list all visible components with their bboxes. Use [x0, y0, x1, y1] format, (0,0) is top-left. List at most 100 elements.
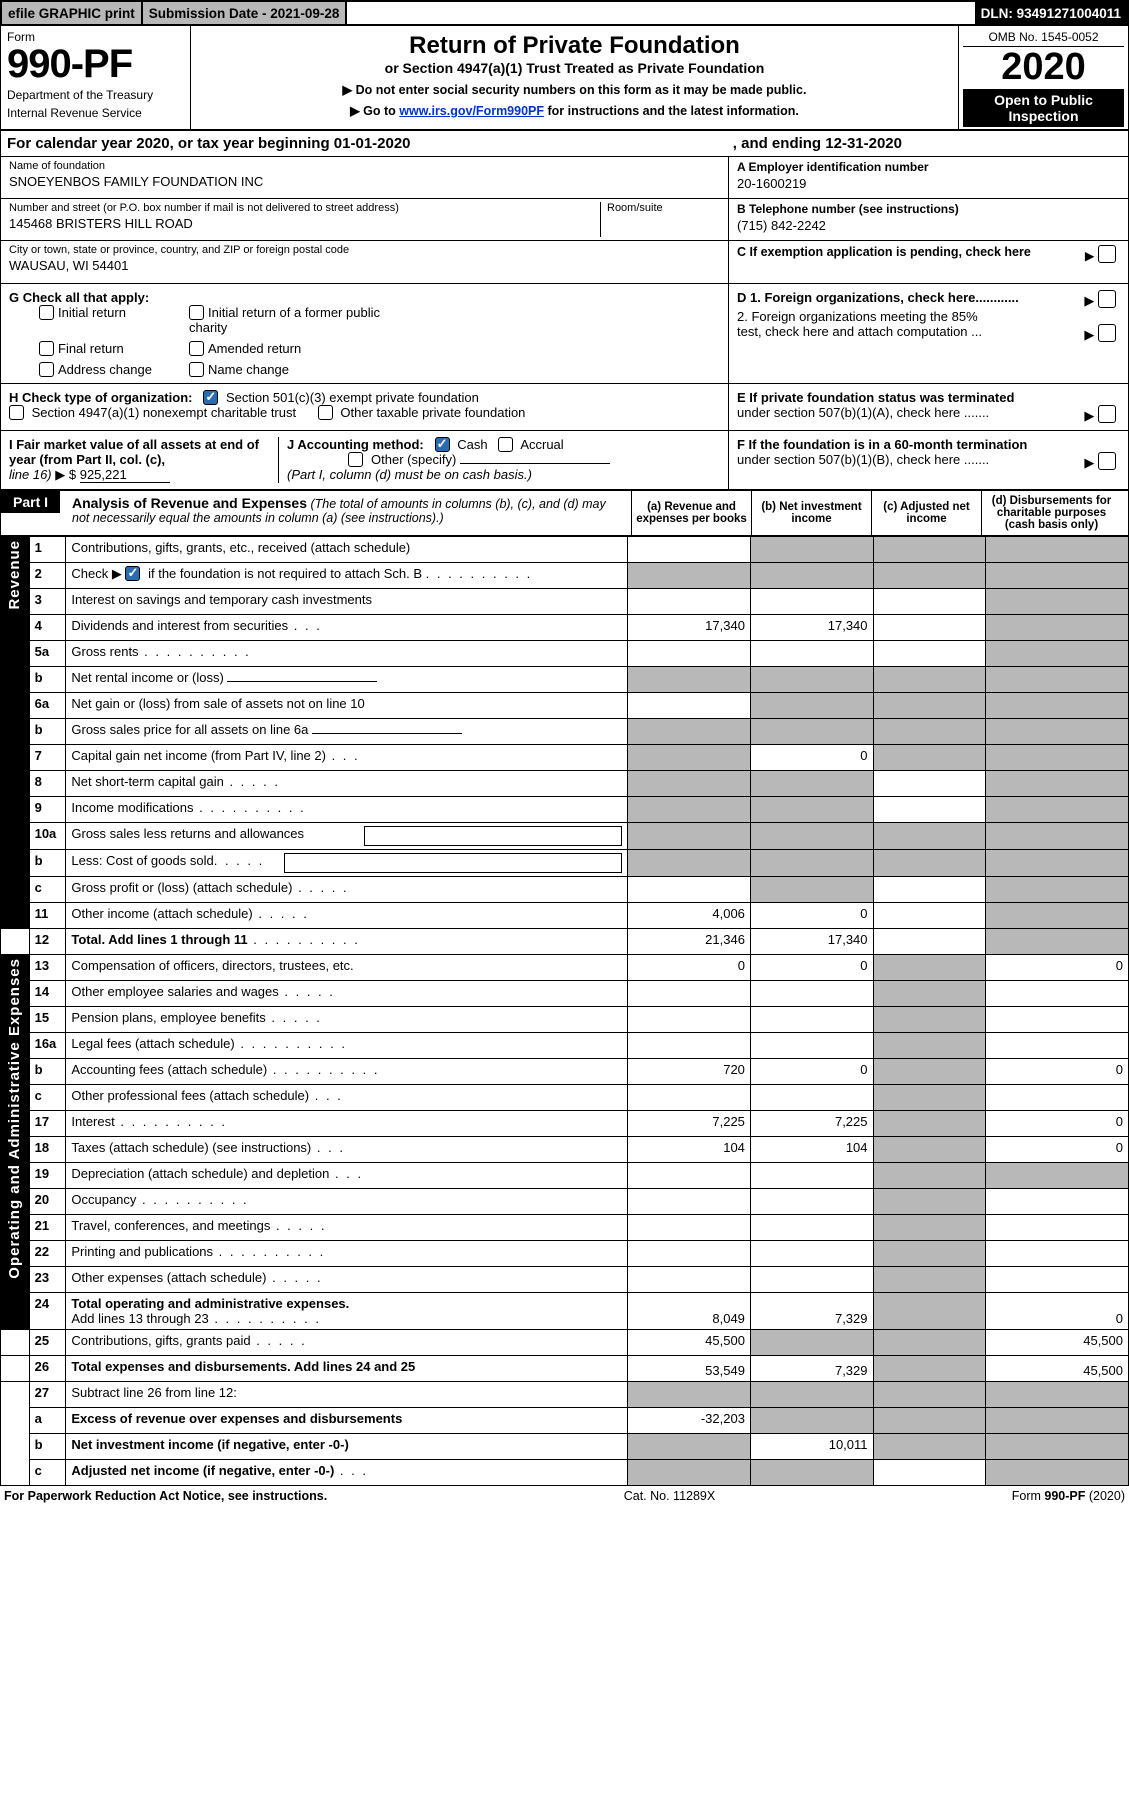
- cat-number: Cat. No. 11289X: [624, 1489, 716, 1503]
- section-e: E If private foundation status was termi…: [728, 384, 1128, 430]
- phone-value: (715) 842-2242: [737, 218, 1120, 233]
- g-opt-3: Amended return: [208, 341, 301, 356]
- section-d: D 1. Foreign organizations, check here..…: [728, 284, 1128, 383]
- fmv-value: 925,221: [80, 467, 170, 483]
- i-label: I Fair market value of all assets at end…: [9, 437, 259, 467]
- address-change-checkbox[interactable]: [39, 362, 54, 377]
- name-label: Name of foundation: [9, 160, 720, 172]
- tax-year: 2020: [963, 47, 1124, 89]
- f2-label: under section 507(b)(1)(B), check here .…: [737, 452, 989, 467]
- f-checkbox[interactable]: [1098, 452, 1116, 470]
- section-h: H Check type of organization: Section 50…: [1, 384, 728, 430]
- r17-b: 7,225: [750, 1110, 873, 1136]
- page-footer: For Paperwork Reduction Act Notice, see …: [0, 1486, 1129, 1506]
- identification-block: Name of foundation SNOEYENBOS FAMILY FOU…: [0, 157, 1129, 284]
- j-accrual: Accrual: [520, 437, 563, 452]
- r11-b: 0: [750, 902, 873, 928]
- g-opt-4: Address change: [58, 362, 152, 377]
- e-checkbox[interactable]: [1098, 405, 1116, 423]
- row-25: 25 Contributions, gifts, grants paid 45,…: [1, 1329, 1129, 1355]
- r13-a: 0: [628, 954, 751, 980]
- part1-table: Revenue 1 Contributions, gifts, grants, …: [0, 536, 1129, 1486]
- submission-date: Submission Date - 2021-09-28: [143, 2, 348, 24]
- r7-b: 0: [750, 744, 873, 770]
- row-4: 4 Dividends and interest from securities…: [1, 614, 1129, 640]
- id-right: A Employer identification number 20-1600…: [728, 157, 1128, 283]
- j-other: Other (specify): [371, 452, 456, 467]
- exemption-row: C If exemption application is pending, c…: [729, 241, 1128, 283]
- r25-d: 45,500: [985, 1329, 1128, 1355]
- dln-label: DLN: 93491271004011: [975, 2, 1127, 24]
- h-opt-1: Section 501(c)(3) exempt private foundat…: [226, 390, 479, 405]
- r4-b: 17,340: [750, 614, 873, 640]
- ssn-warning: ▶ Do not enter social security numbers o…: [201, 82, 948, 97]
- exemption-checkbox[interactable]: [1098, 245, 1116, 263]
- efile-print-label[interactable]: efile GRAPHIC print: [2, 2, 143, 24]
- initial-former-checkbox[interactable]: [189, 305, 204, 320]
- r16b-b: 0: [750, 1058, 873, 1084]
- j-label: J Accounting method:: [287, 437, 424, 452]
- final-return-checkbox[interactable]: [39, 341, 54, 356]
- f1-label: F If the foundation is in a 60-month ter…: [737, 437, 1027, 452]
- r17-d: 0: [985, 1110, 1128, 1136]
- g-opt-0: Initial return: [58, 305, 126, 320]
- sch-b-checkbox[interactable]: [125, 566, 140, 581]
- form-ref: Form 990-PF (2020): [1012, 1489, 1125, 1503]
- part1-description: Analysis of Revenue and Expenses (The to…: [66, 491, 631, 535]
- r24-b: 7,329: [750, 1292, 873, 1329]
- row-18: 18 Taxes (attach schedule) (see instruct…: [1, 1136, 1129, 1162]
- phone-label: B Telephone number (see instructions): [737, 202, 1120, 216]
- expenses-sidelabel: Operating and Administrative Expenses: [6, 958, 23, 1279]
- d2-checkbox[interactable]: [1098, 324, 1116, 342]
- row-16c: c Other professional fees (attach schedu…: [1, 1084, 1129, 1110]
- r16b-d: 0: [985, 1058, 1128, 1084]
- row-3: 3 Interest on savings and temporary cash…: [1, 588, 1129, 614]
- ein-value: 20-1600219: [737, 176, 1120, 191]
- row-7: 7 Capital gain net income (from Part IV,…: [1, 744, 1129, 770]
- other-taxable-checkbox[interactable]: [318, 405, 333, 420]
- address-row: Number and street (or P.O. box number if…: [1, 199, 728, 241]
- r26-a: 53,549: [628, 1355, 751, 1381]
- cash-checkbox[interactable]: [435, 437, 450, 452]
- row-21: 21 Travel, conferences, and meetings: [1, 1214, 1129, 1240]
- r25-a: 45,500: [628, 1329, 751, 1355]
- top-bar: efile GRAPHIC print Submission Date - 20…: [0, 0, 1129, 26]
- row-12: 12 Total. Add lines 1 through 11 21,346 …: [1, 928, 1129, 954]
- header-right: OMB No. 1545-0052 2020 Open to Public In…: [958, 26, 1128, 129]
- col-d-header: (d) Disbursements for charitable purpose…: [981, 491, 1121, 535]
- 501c3-checkbox[interactable]: [203, 390, 218, 405]
- j-note: (Part I, column (d) must be on cash basi…: [287, 467, 532, 482]
- accrual-checkbox[interactable]: [498, 437, 513, 452]
- row-16b: b Accounting fees (attach schedule) 720 …: [1, 1058, 1129, 1084]
- row-17: 17 Interest 7,225 7,225 0: [1, 1110, 1129, 1136]
- amended-return-checkbox[interactable]: [189, 341, 204, 356]
- part1-title: Analysis of Revenue and Expenses: [72, 495, 307, 511]
- row-6b: b Gross sales price for all assets on li…: [1, 718, 1129, 744]
- 4947-checkbox[interactable]: [9, 405, 24, 420]
- dept-treasury: Department of the Treasury: [7, 88, 184, 102]
- initial-return-checkbox[interactable]: [39, 305, 54, 320]
- other-method-checkbox[interactable]: [348, 452, 363, 467]
- r12-a: 21,346: [628, 928, 751, 954]
- section-f: F If the foundation is in a 60-month ter…: [728, 431, 1128, 489]
- r18-b: 104: [750, 1136, 873, 1162]
- foundation-name-row: Name of foundation SNOEYENBOS FAMILY FOU…: [1, 157, 728, 199]
- row-27: 27 Subtract line 26 from line 12:: [1, 1381, 1129, 1407]
- r26-b: 7,329: [750, 1355, 873, 1381]
- name-change-checkbox[interactable]: [189, 362, 204, 377]
- omb-number: OMB No. 1545-0052: [963, 28, 1124, 47]
- d1-checkbox[interactable]: [1098, 290, 1116, 308]
- r13-d: 0: [985, 954, 1128, 980]
- part1-header-row: Part I Analysis of Revenue and Expenses …: [0, 490, 1129, 536]
- section-i-j-f-row: I Fair market value of all assets at end…: [0, 431, 1129, 490]
- col-c-header: (c) Adjusted net income: [871, 491, 981, 535]
- row-27a: a Excess of revenue over expenses and di…: [1, 1407, 1129, 1433]
- irs-link[interactable]: www.irs.gov/Form990PF: [399, 104, 544, 118]
- calendar-year-row: For calendar year 2020, or tax year begi…: [0, 129, 1129, 157]
- row-1: Revenue 1 Contributions, gifts, grants, …: [1, 536, 1129, 562]
- r27b-b: 10,011: [750, 1433, 873, 1459]
- phone-row: B Telephone number (see instructions) (7…: [729, 199, 1128, 241]
- exemption-label: C If exemption application is pending, c…: [737, 245, 1031, 259]
- i-line16: line 16): [9, 467, 52, 482]
- row-26: 26 Total expenses and disbursements. Add…: [1, 1355, 1129, 1381]
